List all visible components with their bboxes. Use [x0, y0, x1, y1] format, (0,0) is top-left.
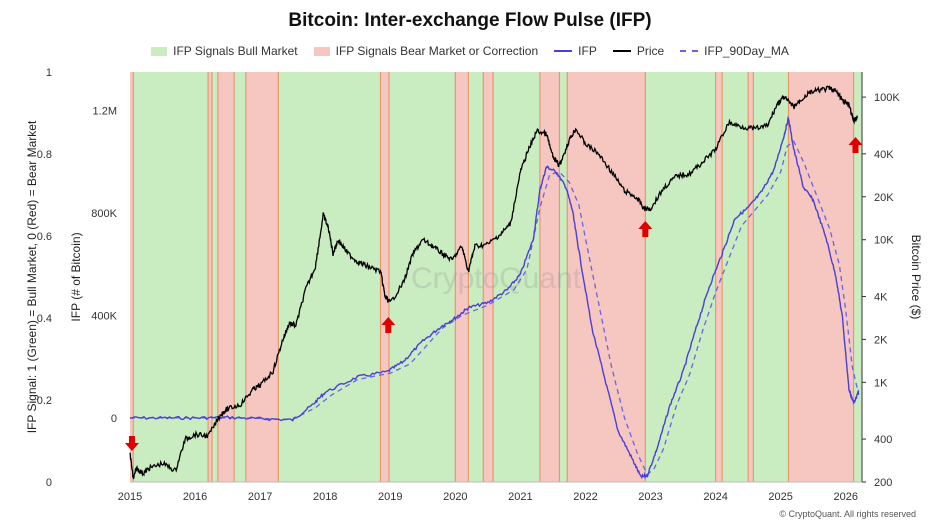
x-tick-label: 2024 — [703, 491, 727, 503]
x-tick-label: 2023 — [638, 491, 662, 503]
signal-band-bull — [289, 72, 381, 482]
legend-label-bull: IFP Signals Bull Market — [173, 44, 298, 58]
legend: IFP Signals Bull Market IFP Signals Bear… — [0, 44, 940, 58]
watermark: CryptoQuant — [411, 262, 582, 295]
price-tick-label: 4K — [874, 291, 888, 303]
price-tick-label: 20K — [874, 192, 894, 204]
signal-band-bull — [278, 72, 290, 482]
signal-band-bear — [483, 72, 494, 482]
ifp-axis-title: IFP (# of Bitcoin) — [69, 232, 83, 321]
signal-band-bull — [853, 72, 862, 482]
legend-label-bear: IFP Signals Bear Market or Correction — [335, 44, 539, 58]
legend-swatch-ma — [680, 50, 699, 52]
signal-band-bear — [245, 72, 279, 482]
legend-entry-ma[interactable]: IFP_90Day_MA — [680, 44, 789, 58]
signal-tick-label: 1 — [46, 67, 52, 79]
chart-title: Bitcoin: Inter-exchange Flow Pulse (IFP) — [288, 10, 652, 31]
ifp-tick-label: 0 — [111, 413, 117, 425]
signal-arrow-down — [124, 436, 139, 451]
price-tick-label: 400 — [874, 434, 892, 446]
signal-band-bear — [455, 72, 469, 482]
ifp-tick-label: 1.2M — [93, 105, 117, 117]
x-tick-label: 2015 — [118, 491, 142, 503]
signal-band-bull — [753, 72, 789, 482]
signal-tick-label: 0.2 — [37, 395, 52, 407]
signal-band-bull — [468, 72, 484, 482]
legend-label-ifp: IFP — [578, 44, 597, 58]
signal-band-bull — [211, 72, 218, 482]
legend-swatch-bull — [151, 46, 168, 56]
signal-band-bull — [133, 72, 209, 482]
x-tick-label: 2025 — [768, 491, 792, 503]
price-tick-label: 40K — [874, 149, 894, 161]
signal-band-bull — [388, 72, 456, 482]
signal-axis-title: IFP Signal: 1 (Green) = Bull Market, 0 (… — [25, 120, 39, 433]
signal-arrow-up — [638, 221, 653, 237]
signal-band-bull — [559, 72, 568, 482]
legend-entry-bull[interactable]: IFP Signals Bull Market — [151, 44, 298, 58]
price-tick-label: 10K — [874, 235, 894, 247]
x-tick-label: 2022 — [573, 491, 597, 503]
signal-tick-label: 0.8 — [37, 149, 52, 161]
price-tick-label: 2K — [874, 334, 888, 346]
signal-band-bear — [748, 72, 754, 482]
signal-band-bear — [567, 72, 646, 482]
price-tick-label: 1K — [874, 377, 888, 389]
signal-band-bull — [645, 72, 716, 482]
signal-band-bull — [722, 72, 749, 482]
price-tick-label: 100K — [874, 92, 900, 104]
legend-swatch-price — [612, 50, 631, 52]
series-ifp — [129, 115, 860, 480]
x-tick-label: 2016 — [183, 491, 207, 503]
x-tick-label: 2017 — [248, 491, 272, 503]
legend-swatch-bear — [313, 46, 330, 56]
legend-entry-bear[interactable]: IFP Signals Bear Market or Correction — [313, 44, 539, 58]
x-tick-label: 2018 — [313, 491, 337, 503]
signal-band-bear — [715, 72, 723, 482]
signal-tick-label: 0.6 — [37, 231, 52, 243]
x-tick-label: 2021 — [508, 491, 532, 503]
signal-tick-label: 0 — [46, 477, 52, 489]
signal-band-bear — [130, 72, 134, 482]
signal-arrow-up — [381, 317, 396, 333]
legend-entry-ifp[interactable]: IFP — [554, 44, 597, 58]
legend-swatch-ifp — [554, 50, 573, 52]
series-price — [129, 85, 859, 480]
copyright-notice: © CryptoQuant. All rights reserved — [779, 509, 916, 519]
legend-label-price: Price — [636, 44, 665, 58]
ifp-tick-label: 400K — [91, 310, 117, 322]
signal-band-bear — [217, 72, 235, 482]
ifp-tick-label: 800K — [91, 208, 117, 220]
signal-band-bull — [234, 72, 246, 482]
price-tick-label: 200 — [874, 477, 892, 489]
x-tick-label: 2019 — [378, 491, 402, 503]
series-ifp-90day-ma — [130, 140, 860, 476]
signal-arrow-up — [848, 137, 863, 153]
signal-band-bear — [208, 72, 212, 482]
legend-entry-price[interactable]: Price — [612, 44, 665, 58]
price-axis-title: Bitcoin Price ($) — [909, 235, 923, 320]
x-tick-label: 2026 — [833, 491, 857, 503]
x-tick-label: 2020 — [443, 491, 467, 503]
signal-band-bear — [380, 72, 389, 482]
signal-band-bear — [788, 72, 854, 482]
legend-label-ma: IFP_90Day_MA — [704, 44, 789, 58]
signal-tick-label: 0.4 — [37, 313, 52, 325]
